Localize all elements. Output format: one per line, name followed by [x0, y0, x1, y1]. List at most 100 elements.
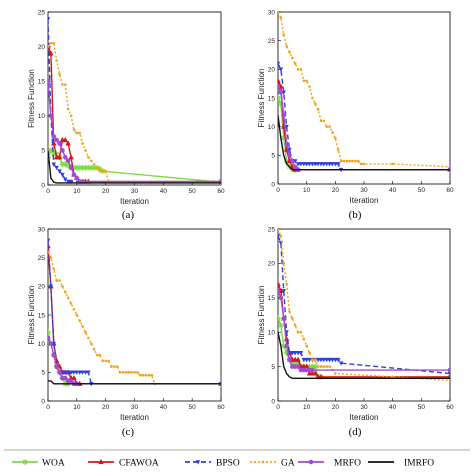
plot-area: [277, 11, 451, 185]
data-point: [305, 344, 308, 348]
legend-label: CFAWOA: [119, 459, 159, 469]
data-point: [391, 375, 394, 379]
legend-item-imrfo: IMRFO: [368, 459, 434, 469]
legend-label: GA: [281, 459, 295, 469]
chart-panel-a: 0 10 20 30 40 50 60 0 5 10 15 20 25 Iteration Fitness …: [27, 9, 225, 221]
data-point: [124, 371, 128, 374]
data-point: [291, 56, 294, 60]
data-point: [77, 370, 82, 375]
data-point: [130, 371, 133, 374]
data-point: [65, 162, 72, 169]
data-point: [95, 166, 99, 169]
data-point: [307, 162, 312, 167]
data-point: [58, 72, 61, 76]
series-imrfo: [48, 150, 221, 184]
data-point: [278, 100, 284, 107]
data-point: [330, 162, 335, 167]
data-point: [322, 365, 326, 368]
series-line-imrfo: [48, 380, 221, 385]
data-point: [150, 373, 154, 377]
data-point: [52, 41, 56, 45]
legend-item-bpso: BPSO: [185, 459, 240, 469]
data-point: [345, 159, 349, 163]
x-tick-label: 50: [418, 187, 426, 194]
y-tick-label: 15: [268, 295, 276, 302]
data-point: [325, 125, 329, 128]
data-point: [65, 370, 71, 375]
data-point: [115, 365, 119, 368]
data-point: [71, 374, 77, 381]
data-point: [315, 357, 321, 363]
y-tick-label: 0: [271, 181, 275, 188]
data-point: [96, 166, 103, 173]
y-tick-label: 20: [38, 284, 46, 291]
data-point: [113, 365, 116, 368]
data-point: [51, 162, 56, 167]
panel-label: (b): [349, 209, 362, 221]
data-point: [84, 149, 87, 152]
data-point: [104, 359, 107, 363]
data-point: [312, 370, 319, 376]
data-point: [54, 137, 59, 143]
data-point: [101, 169, 105, 173]
y-tick-label: 0: [41, 182, 45, 189]
data-point: [327, 357, 332, 363]
data-point: [334, 136, 337, 140]
x-tick-label: 10: [73, 404, 81, 411]
y-tick-label: 5: [271, 364, 275, 371]
data-point: [53, 150, 60, 157]
data-point: [48, 17, 51, 22]
data-point: [49, 256, 53, 259]
data-point: [65, 179, 71, 185]
data-point: [333, 162, 338, 167]
panel-label: (d): [349, 426, 362, 438]
data-point: [60, 148, 65, 153]
data-point: [92, 162, 96, 166]
data-point: [68, 378, 74, 384]
data-point: [68, 370, 74, 375]
data-point: [278, 61, 281, 67]
legend-swatch-marker: [195, 460, 201, 465]
x-axis-label: Iteration: [350, 413, 379, 422]
data-point: [336, 357, 341, 363]
y-tick-label: 10: [38, 113, 46, 120]
x-tick-label: 50: [189, 404, 197, 411]
plot-area: [277, 228, 451, 402]
legend-item-mrfo: MRFO: [298, 459, 361, 469]
data-point: [278, 234, 281, 239]
data-point: [54, 165, 59, 171]
data-point: [325, 365, 329, 368]
data-point: [48, 243, 51, 249]
x-tick-label: 40: [160, 188, 168, 195]
series-bpso: [278, 61, 450, 173]
data-point: [304, 357, 309, 363]
data-point: [310, 162, 315, 167]
data-point: [321, 162, 327, 167]
data-point: [308, 351, 311, 355]
series-line-ga: [278, 229, 450, 382]
series-imrfo: [48, 380, 221, 385]
legend-label: IMRFO: [404, 459, 434, 469]
data-point: [282, 33, 286, 37]
series-imrfo: [278, 332, 450, 379]
data-point: [58, 279, 61, 282]
data-point: [104, 169, 107, 173]
x-tick-label: 0: [276, 187, 280, 194]
data-point: [48, 45, 50, 48]
data-point: [293, 62, 297, 65]
y-tick-label: 25: [38, 255, 46, 262]
data-point: [447, 367, 450, 373]
data-point: [311, 96, 314, 100]
data-point: [89, 342, 93, 345]
series-line-imrfo: [278, 115, 450, 171]
data-point: [324, 357, 329, 363]
x-tick-label: 0: [46, 188, 50, 195]
data-point: [107, 359, 110, 363]
legend: WOA CFAWOA BPSO GA MRFO IMRFO: [4, 449, 470, 469]
data-point: [278, 67, 284, 72]
y-tick-label: 10: [268, 124, 276, 131]
data-point: [354, 159, 357, 163]
series-mrfo: [278, 288, 450, 373]
data-point: [288, 310, 291, 313]
